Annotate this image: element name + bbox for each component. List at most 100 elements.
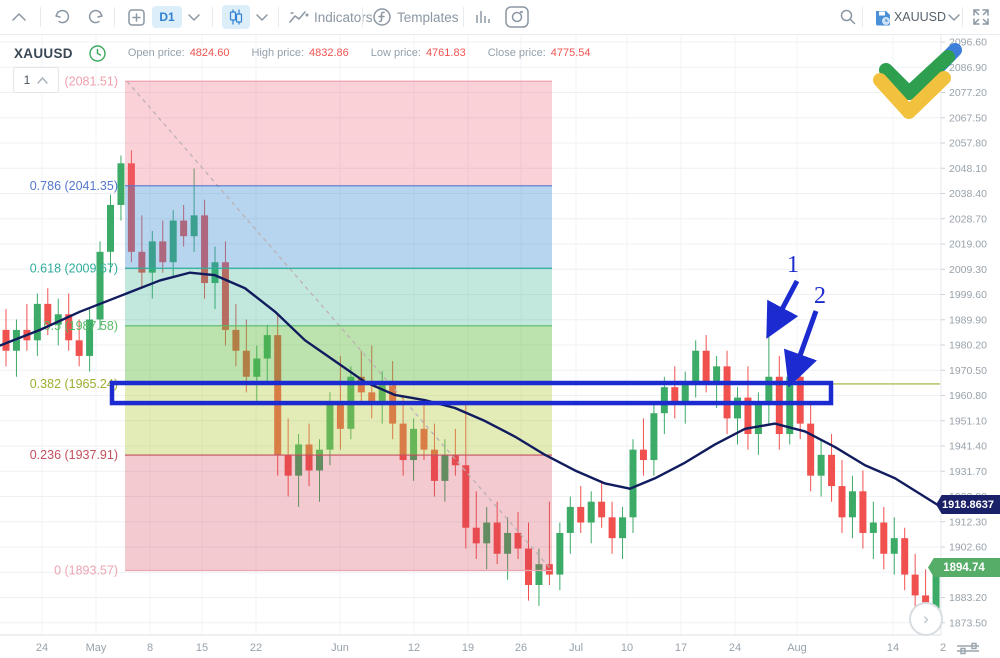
candle-body <box>107 204 114 252</box>
candle-body <box>828 454 836 487</box>
undo-icon[interactable] <box>52 0 74 34</box>
clock-icon[interactable] <box>89 44 106 62</box>
date-tick-label: 22 <box>250 642 262 654</box>
candle-body <box>472 527 480 544</box>
saved-chart-chevron-icon[interactable] <box>946 0 962 34</box>
price-tick-label: 1980.20 <box>949 340 987 352</box>
date-tick-label: 14 <box>887 642 899 654</box>
annotation-arrow-2[interactable] <box>783 310 819 388</box>
templates-icon[interactable] <box>372 0 392 34</box>
candle-body <box>650 413 658 461</box>
time-axis[interactable] <box>0 635 1000 658</box>
price-tick-label: 2019.00 <box>949 239 987 251</box>
candle-body <box>880 522 888 554</box>
market-depth-icon[interactable] <box>472 0 494 34</box>
date-tick-label: 2 <box>940 642 946 654</box>
price-tick-label: 2038.40 <box>949 188 987 200</box>
divider <box>212 7 213 27</box>
fib-level-label: 0 (1893.57) <box>54 564 118 578</box>
candle-body <box>336 402 344 429</box>
candle-body <box>138 251 146 273</box>
screenshot-icon[interactable] <box>503 0 531 34</box>
annotation-number-2: 2 <box>814 283 826 309</box>
chart-type-chevron-icon[interactable] <box>254 0 270 34</box>
add-chart-icon[interactable] <box>126 0 146 34</box>
candle-body <box>284 454 292 476</box>
collapse-chevron-icon[interactable] <box>10 0 28 34</box>
price-axis[interactable] <box>941 34 1000 658</box>
high-price-value: 4832.86 <box>309 47 349 59</box>
fib-band <box>125 325 552 384</box>
candle-body <box>608 517 616 539</box>
divider <box>278 7 279 27</box>
date-tick-label: 19 <box>462 642 474 654</box>
axis-settings-icon[interactable] <box>957 642 979 655</box>
indicators-icon[interactable] <box>288 0 310 34</box>
candle-body <box>838 486 846 518</box>
price-tick-label: 1941.40 <box>949 441 987 453</box>
high-price-label: High price: <box>251 47 305 59</box>
objects-count-dropdown[interactable]: 1 <box>13 67 59 93</box>
candle-body <box>96 251 104 320</box>
price-tick-label: 1931.70 <box>949 466 987 478</box>
candle-body <box>556 532 564 575</box>
moving-average-line[interactable] <box>0 271 947 511</box>
candle-body <box>848 491 856 518</box>
scroll-to-latest-button[interactable]: › <box>909 602 943 636</box>
candle-body <box>744 397 752 435</box>
candle-body <box>65 314 73 341</box>
candle-body <box>890 538 898 554</box>
fib-band <box>125 455 552 571</box>
date-tick-label: May <box>86 642 107 654</box>
date-tick-label: 24 <box>729 642 741 654</box>
annotation-arrow-1[interactable] <box>766 279 800 339</box>
saved-chart-symbol[interactable]: XAUUSD <box>893 10 947 24</box>
fib-level-label: 0.236 (1937.91) <box>30 448 118 462</box>
templates-button[interactable]: Templates <box>397 9 459 25</box>
fib-level-label: 0.382 (1965.24) <box>30 377 118 391</box>
timeframe-button[interactable]: D1 <box>152 6 182 28</box>
price-tick-label: 2077.20 <box>949 87 987 99</box>
candle-body <box>242 350 250 377</box>
search-icon[interactable] <box>838 0 858 34</box>
candle-body <box>159 241 167 263</box>
date-tick-label: Jul <box>569 642 583 654</box>
fullscreen-icon[interactable] <box>970 0 992 34</box>
candle-body <box>180 220 188 237</box>
candle-body <box>295 444 303 476</box>
date-tick-label: Jun <box>331 642 349 654</box>
candle-body <box>451 454 459 466</box>
save-template-icon[interactable] <box>872 0 894 34</box>
date-tick-label: 10 <box>621 642 633 654</box>
candle-body <box>54 314 62 325</box>
timeframe-chevron-icon[interactable] <box>186 0 202 34</box>
candle-body <box>493 522 501 554</box>
highlight-rectangle[interactable] <box>109 380 834 406</box>
price-tick-label: 2048.10 <box>949 163 987 175</box>
candle-body <box>807 423 815 476</box>
candle-body <box>619 517 627 539</box>
symbol-info-bar: XAUUSD Open price: 4824.60 High price: 4… <box>0 40 591 66</box>
candle-body <box>702 350 710 382</box>
candle-body <box>598 501 606 518</box>
date-tick-label: Aug <box>787 642 807 654</box>
fib-level-label: 0.618 (2009.67) <box>30 261 118 275</box>
objects-count: 1 <box>23 73 31 87</box>
price-chart[interactable]: (2081.51) 0.786 (2041.35) 0.618 (2009.67) 0… <box>0 34 1000 658</box>
candle-body <box>911 574 919 596</box>
candle-body <box>535 564 543 586</box>
candle-body <box>378 381 386 403</box>
divider <box>962 7 963 27</box>
fib-band <box>125 383 552 456</box>
candle-body <box>922 595 930 609</box>
candle-body <box>577 506 585 523</box>
candle-body <box>316 449 323 471</box>
indicators-button[interactable]: Indicators <box>314 9 373 25</box>
candle-body <box>430 449 438 481</box>
candle-body <box>117 163 125 205</box>
toolbar: D1 Indicators Templates <box>0 0 1000 35</box>
divider <box>362 7 363 27</box>
candle-body <box>796 376 804 424</box>
redo-icon[interactable] <box>84 0 106 34</box>
chart-type-button[interactable] <box>222 5 250 29</box>
